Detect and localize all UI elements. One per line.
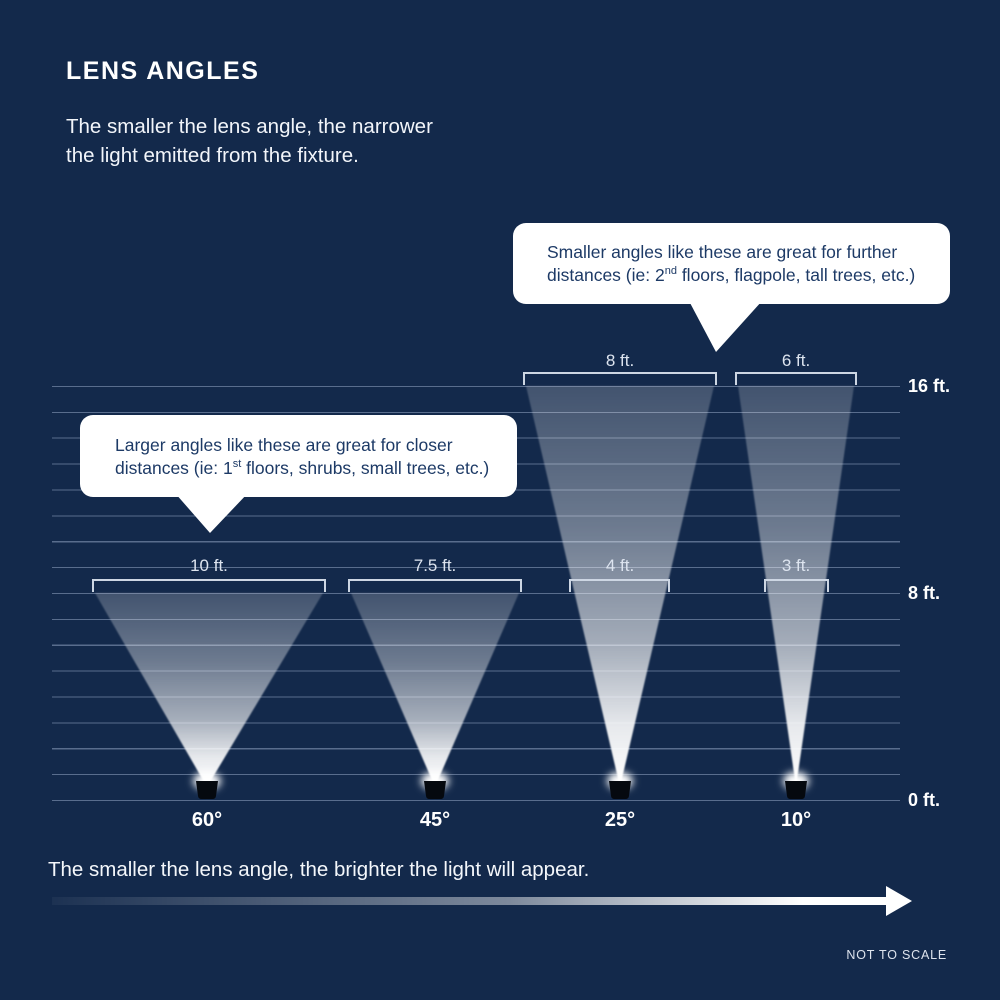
beam-cone-60 <box>95 593 323 787</box>
bracket-4ft <box>569 579 670 592</box>
subtitle-line-1: The smaller the lens angle, the narrower <box>66 115 433 138</box>
subtitle: The smaller the lens angle, the narrower… <box>66 112 433 170</box>
width-label-7-5ft: 7.5 ft. <box>413 556 457 575</box>
axis-label-0ft: 0 ft. <box>908 790 941 810</box>
bracket-10ft <box>92 579 326 592</box>
bracket-3ft <box>764 579 829 592</box>
fixture-icon-25 <box>609 781 631 799</box>
callout-larger-tail <box>175 493 248 533</box>
width-label-4ft: 4 ft. <box>605 556 635 575</box>
fixture-icon-10 <box>785 781 807 799</box>
callout-larger-line-2: distances (ie: 1st floors, shrubs, small… <box>115 457 507 480</box>
width-label-3ft: 3 ft. <box>781 556 811 575</box>
callout-smaller-line-2-rest: floors, flagpole, tall trees, etc.) <box>676 265 916 285</box>
callout-larger-line-1: Larger angles like these are great for c… <box>115 435 453 455</box>
angle-label-45: 45° <box>419 809 451 831</box>
callout-smaller-line-2: distances (ie: 2nd floors, flagpole, tal… <box>547 264 940 287</box>
callout-larger-ordinal: st <box>232 458 242 471</box>
callout-smaller-ordinal: nd <box>664 265 677 278</box>
angle-label-60: 60° <box>191 809 223 831</box>
beam-cone-10 <box>738 386 854 787</box>
width-label-8ft: 8 ft. <box>605 351 635 370</box>
callout-smaller-tail <box>689 301 762 352</box>
angle-label-10: 10° <box>780 809 812 831</box>
fixture-icon-60 <box>196 781 218 799</box>
axis-label-8ft: 8 ft. <box>908 583 941 603</box>
axis-label-16ft: 16 ft. <box>908 376 951 396</box>
callout-larger-angles: Larger angles like these are great for c… <box>80 415 517 497</box>
callout-larger-line-2-text: distances (ie: 1 <box>115 458 233 478</box>
beam-cone-45 <box>351 593 519 787</box>
callout-smaller-line-2-text: distances (ie: 2 <box>547 265 665 285</box>
callout-smaller-angles: Smaller angles like these are great for … <box>513 223 950 304</box>
beam-cone-25 <box>526 386 714 787</box>
closing-statement: The smaller the lens angle, the brighter… <box>48 858 590 881</box>
callout-smaller-line-1: Smaller angles like these are great for … <box>547 242 898 262</box>
angle-label-25: 25° <box>604 809 636 831</box>
not-to-scale-note: NOT TO SCALE <box>846 948 947 962</box>
subtitle-line-2: the light emitted from the fixture. <box>66 144 359 167</box>
bracket-7-5ft <box>348 579 522 592</box>
brightness-arrow-bar <box>52 897 886 905</box>
fixture-icon-45 <box>424 781 446 799</box>
width-label-10ft: 10 ft. <box>190 556 228 575</box>
callout-larger-line-2-rest: floors, shrubs, small trees, etc.) <box>241 458 490 478</box>
page-title: LENS ANGLES <box>66 57 260 85</box>
bracket-6ft <box>735 372 857 385</box>
bracket-8ft <box>523 372 717 385</box>
brightness-arrow-head-icon <box>886 886 912 916</box>
width-label-6ft: 6 ft. <box>781 351 811 370</box>
